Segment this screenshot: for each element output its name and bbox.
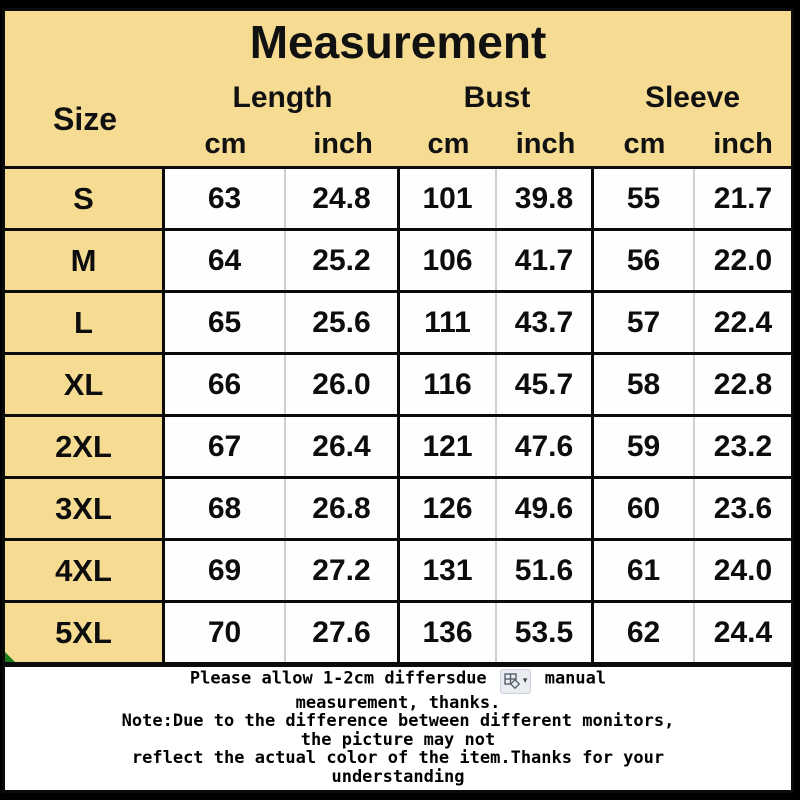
footer-line-1: Please allow 1-2cm differsdue ▾ manual	[5, 669, 791, 694]
length-cm-cell: 70	[165, 603, 286, 662]
bust-cm-header: cm	[427, 127, 470, 160]
sleeve-group-header: Sleeve	[644, 80, 741, 114]
size-cell: 5XL	[5, 603, 165, 662]
paste-grid-glyph	[504, 673, 521, 690]
bust-cm-cell: 116	[400, 355, 497, 414]
bust-group-header: Bust	[463, 80, 531, 114]
bust-inch-header: inch	[515, 127, 576, 160]
bust-inch-cell: 45.7	[497, 355, 594, 414]
measurement-table: Measurement Size Length Bust Sleeve cm i…	[2, 8, 794, 665]
sleeve-inch-cell: 22.4	[695, 293, 791, 352]
sleeve-inch-cell: 21.7	[695, 169, 791, 228]
column-headers: Size Length Bust Sleeve cm inch cm inch …	[5, 73, 791, 166]
page-title: Measurement	[249, 16, 547, 68]
bust-inch-cell: 41.7	[497, 231, 594, 290]
footer-line-1-tail: manual	[544, 668, 607, 689]
sleeve-cm-cell: 55	[594, 169, 695, 228]
paste-options-icon: ▾	[499, 669, 532, 694]
sleeve-inch-cell: 22.8	[695, 355, 791, 414]
bust-cm-cell: 121	[400, 417, 497, 476]
footer-note: Please allow 1-2cm differsdue ▾ manual m…	[2, 665, 794, 793]
length-cm-cell: 66	[165, 355, 286, 414]
footer-line-2: measurement, thanks.	[295, 692, 501, 713]
footer-line-4: the picture may not	[300, 729, 496, 750]
bust-inch-cell: 51.6	[497, 541, 594, 600]
sleeve-cm-cell: 62	[594, 603, 695, 662]
sleeve-inch-cell: 23.2	[695, 417, 791, 476]
size-cell: S	[5, 169, 165, 228]
size-column-header: Size	[52, 101, 118, 137]
bust-cm-cell: 131	[400, 541, 497, 600]
sleeve-inch-cell: 23.6	[695, 479, 791, 538]
length-cm-cell: 63	[165, 169, 286, 228]
footer-line-6: understanding	[331, 766, 465, 787]
bust-cm-cell: 111	[400, 293, 497, 352]
length-inch-cell: 26.0	[286, 355, 400, 414]
sleeve-cm-cell: 56	[594, 231, 695, 290]
size-cell: 4XL	[5, 541, 165, 600]
table-row: 3XL 68 26.8 126 49.6 60 23.6	[5, 479, 791, 541]
bust-cm-cell: 101	[400, 169, 497, 228]
sleeve-cm-cell: 60	[594, 479, 695, 538]
length-cm-cell: 68	[165, 479, 286, 538]
bust-cm-cell: 106	[400, 231, 497, 290]
bust-inch-cell: 49.6	[497, 479, 594, 538]
size-cell: 2XL	[5, 417, 165, 476]
sleeve-inch-cell: 22.0	[695, 231, 791, 290]
length-inch-cell: 26.4	[286, 417, 400, 476]
table-row: 5XL 70 27.6 136 53.5 62 24.4	[5, 603, 791, 662]
table-row: L 65 25.6 111 43.7 57 22.4	[5, 293, 791, 355]
dropdown-arrow-icon: ▾	[522, 676, 528, 686]
table-row: XL 66 26.0 116 45.7 58 22.8	[5, 355, 791, 417]
length-inch-cell: 27.2	[286, 541, 400, 600]
bust-inch-cell: 47.6	[497, 417, 594, 476]
length-inch-cell: 25.6	[286, 293, 400, 352]
sleeve-cm-header: cm	[623, 127, 666, 160]
length-cm-header: cm	[204, 127, 247, 160]
table-row: M 64 25.2 106 41.7 56 22.0	[5, 231, 791, 293]
table-row: S 63 24.8 101 39.8 55 21.7	[5, 169, 791, 231]
table-header: Measurement Size Length Bust Sleeve cm i…	[5, 11, 791, 169]
length-inch-header: inch	[313, 127, 373, 160]
bust-inch-cell: 53.5	[497, 603, 594, 662]
length-cm-cell: 65	[165, 293, 286, 352]
length-inch-cell: 24.8	[286, 169, 400, 228]
table-row: 4XL 69 27.2 131 51.6 61 24.0	[5, 541, 791, 603]
bust-inch-cell: 43.7	[497, 293, 594, 352]
green-corner-flag-icon	[5, 652, 15, 662]
sleeve-inch-cell: 24.4	[695, 603, 791, 662]
size-chart-sheet: Measurement Size Length Bust Sleeve cm i…	[2, 8, 794, 793]
length-cm-cell: 69	[165, 541, 286, 600]
sleeve-inch-header: inch	[713, 127, 773, 160]
bust-cm-cell: 136	[400, 603, 497, 662]
size-cell: L	[5, 293, 165, 352]
size-cell-label: 5XL	[55, 614, 112, 650]
length-inch-cell: 26.8	[286, 479, 400, 538]
size-cell: XL	[5, 355, 165, 414]
sleeve-cm-cell: 58	[594, 355, 695, 414]
length-group-header: Length	[232, 80, 333, 114]
footer-line-3: Note:Due to the difference between diffe…	[121, 711, 675, 731]
sleeve-cm-cell: 59	[594, 417, 695, 476]
length-cm-cell: 67	[165, 417, 286, 476]
length-inch-cell: 27.6	[286, 603, 400, 662]
length-inch-cell: 25.2	[286, 231, 400, 290]
size-cell: 3XL	[5, 479, 165, 538]
size-cell: M	[5, 231, 165, 290]
sleeve-inch-cell: 24.0	[695, 541, 791, 600]
footer-line-5: reflect the actual color of the item.Tha…	[131, 748, 665, 768]
table-row: 2XL 67 26.4 121 47.6 59 23.2	[5, 417, 791, 479]
sleeve-cm-cell: 61	[594, 541, 695, 600]
footer-line-1-text: Please allow 1-2cm differsdue	[189, 668, 487, 689]
bust-inch-cell: 39.8	[497, 169, 594, 228]
length-cm-cell: 64	[165, 231, 286, 290]
bust-cm-cell: 126	[400, 479, 497, 538]
sleeve-cm-cell: 57	[594, 293, 695, 352]
